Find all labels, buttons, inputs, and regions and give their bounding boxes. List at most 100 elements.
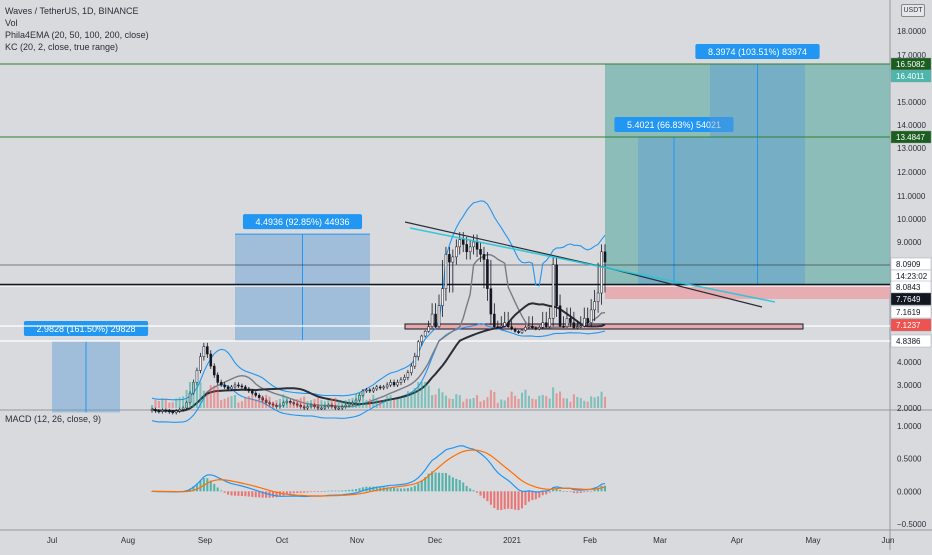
macd-histogram-bar (237, 491, 240, 496)
macd-histogram-bar (299, 491, 302, 493)
macd-histogram-bar (493, 491, 496, 508)
time-axis-label: Nov (350, 536, 364, 545)
macd-histogram-bar (375, 486, 378, 492)
volume-bar (168, 402, 171, 408)
time-axis-label: 2021 (503, 536, 521, 545)
candle-body (596, 292, 600, 302)
candle-body (437, 305, 441, 327)
volume-bar (330, 399, 333, 408)
candle-body (499, 325, 503, 328)
price-tick-label: 15.0000 (897, 98, 926, 107)
volume-bar (514, 395, 517, 408)
volume-bar (576, 396, 579, 408)
macd-histogram-bar (323, 491, 326, 492)
macd-histogram-bar (285, 491, 288, 495)
macd-indicator-label[interactable]: MACD (12, 26, close, 9) (5, 414, 102, 424)
macd-histogram-bar (389, 487, 392, 492)
volume-bar (341, 401, 344, 408)
candle-body (513, 328, 517, 332)
candle-body (392, 382, 396, 386)
candle-body (181, 407, 185, 410)
volume-bar (244, 397, 247, 408)
macd-histogram-bar (417, 483, 420, 492)
time-axis-label: Apr (731, 536, 744, 545)
volume-bar (348, 399, 351, 408)
volume-bar (469, 399, 472, 408)
kc-indicator-label[interactable]: KC (20, 2, close, true range) (5, 42, 119, 52)
volume-bar (272, 401, 275, 408)
price-tick-label: 12.0000 (897, 168, 926, 177)
volume-bar (386, 396, 389, 408)
macd-histogram-bar (223, 491, 226, 493)
macd-histogram-bar (562, 491, 565, 492)
volume-bar (583, 400, 586, 408)
candle-body (434, 313, 437, 327)
candle-body (178, 409, 181, 412)
macd-histogram-bar (597, 488, 600, 492)
macd-histogram-bar (593, 489, 596, 492)
volume-bar (396, 398, 399, 408)
volume-bar (199, 382, 202, 408)
macd-histogram-bar (306, 491, 309, 493)
volume-bar (375, 399, 378, 408)
target-zone (605, 64, 890, 285)
candle-body (206, 346, 209, 355)
ema-indicator-label[interactable]: Phila4EMA (20, 50, 100, 200, close) (5, 30, 149, 40)
macd-histogram-bar (361, 487, 364, 492)
volume-bar (437, 388, 441, 408)
candle-body (472, 241, 475, 248)
price-label-bg (890, 69, 932, 83)
volume-bar (600, 391, 603, 408)
chart-legend: Waves / TetherUS, 1D, BINANCE Vol Phila4… (5, 5, 149, 53)
candle-body (406, 372, 410, 378)
macd-histogram-bar (316, 491, 320, 492)
volume-bar (344, 400, 347, 408)
trendline-channel (409, 227, 776, 303)
candle-body (410, 365, 413, 373)
candle-body (372, 388, 375, 392)
candle-body (209, 353, 213, 367)
volume-bar (552, 387, 555, 408)
price-label: 14:23:02 (896, 272, 928, 281)
volume-bar (496, 402, 499, 408)
macd-histogram-bar (603, 485, 607, 492)
macd-histogram-bar (441, 472, 444, 492)
macd-histogram-bar (427, 473, 430, 492)
macd-histogram-bar (503, 491, 506, 510)
volume-bar (479, 401, 482, 408)
macd-signal-line (151, 449, 606, 497)
volume-bar (579, 398, 582, 408)
volume-bar (476, 395, 479, 408)
volume-bar (510, 391, 513, 408)
currency-badge[interactable]: USDT (901, 4, 925, 17)
candle-body (244, 386, 247, 390)
time-axis-label: Oct (276, 536, 289, 545)
candle-body (254, 392, 258, 396)
candle-body (475, 241, 479, 250)
macd-histogram-bar (358, 488, 361, 492)
volume-bar (517, 398, 520, 408)
volume-bar (393, 400, 396, 408)
macd-histogram-bar (195, 483, 198, 492)
candle-body (565, 318, 569, 327)
macd-histogram-bar (192, 486, 195, 492)
measure-label: 5.4021 (66.83%) 54021 (627, 120, 721, 130)
candle-body (164, 410, 168, 412)
symbol-title[interactable]: Waves / TetherUS, 1D, BINANCE (5, 6, 139, 16)
macd-histogram-bar (469, 488, 472, 492)
macd-histogram-bar (548, 491, 551, 493)
volume-bar (230, 396, 233, 408)
candle-body (202, 346, 206, 357)
volume-bar (150, 405, 154, 408)
candle-body (517, 331, 520, 333)
volume-bar (334, 397, 337, 408)
volume-bar (434, 394, 437, 408)
macd-histogram-bar (275, 491, 278, 498)
volume-bar (209, 385, 212, 408)
volume-indicator-label[interactable]: Vol (5, 18, 18, 28)
volume-bar (254, 399, 257, 408)
measure-label-bg (614, 117, 734, 132)
price-tick-label: 9.0000 (897, 238, 922, 247)
